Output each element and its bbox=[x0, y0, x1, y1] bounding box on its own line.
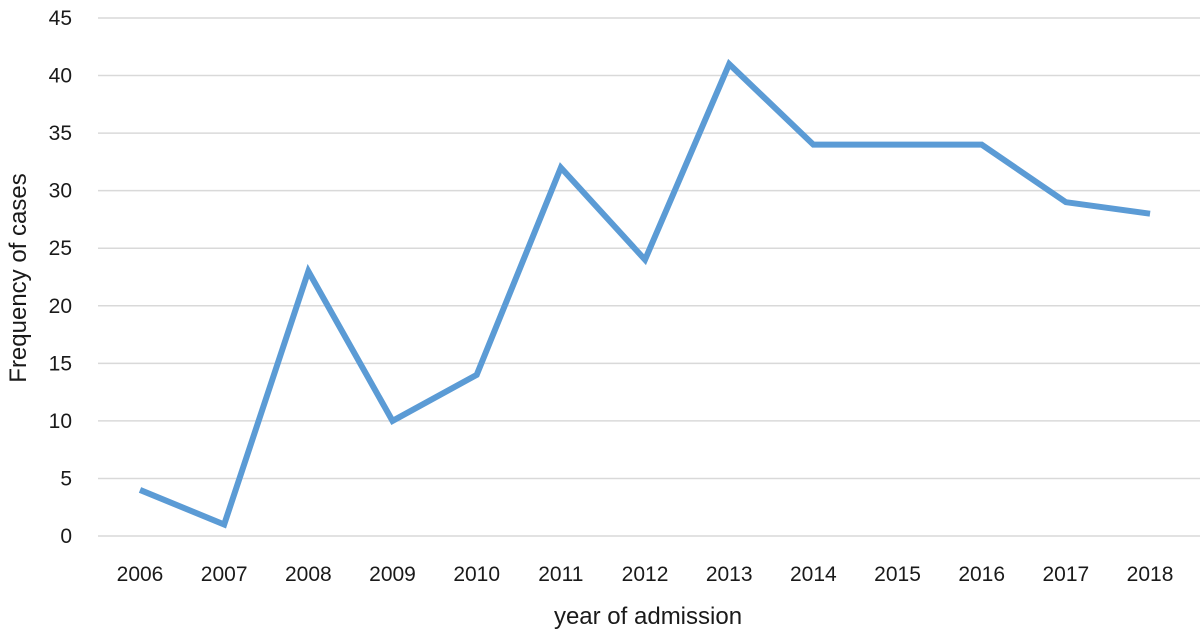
y-axis-title: Frequency of cases bbox=[5, 173, 32, 382]
series-group bbox=[138, 58, 1151, 529]
y-tick-label: 10 bbox=[49, 410, 72, 433]
x-tick-label: 2017 bbox=[1043, 563, 1090, 586]
y-tick-label: 5 bbox=[60, 467, 72, 490]
x-axis-ticks: 2006 2007 2008 2009 2010 2011 2012 2013 2014 2015… bbox=[117, 563, 1174, 586]
y-tick-label: 35 bbox=[49, 122, 72, 145]
x-tick-label: 2011 bbox=[538, 563, 583, 586]
x-tick-label: 2006 bbox=[117, 563, 164, 586]
x-tick-label: 2018 bbox=[1127, 563, 1174, 586]
y-tick-label: 20 bbox=[49, 295, 72, 318]
x-axis-title: year of admission bbox=[554, 603, 742, 630]
x-tick-label: 2013 bbox=[706, 563, 753, 586]
y-tick-label: 0 bbox=[60, 525, 72, 548]
y-tick-label: 25 bbox=[49, 237, 72, 260]
x-tick-label: 2012 bbox=[622, 563, 669, 586]
y-tick-label: 30 bbox=[49, 180, 72, 203]
x-tick-label: 2009 bbox=[369, 563, 416, 586]
x-tick-label: 2016 bbox=[958, 563, 1005, 586]
x-tick-label: 2008 bbox=[285, 563, 332, 586]
x-tick-label: 2014 bbox=[790, 563, 837, 586]
x-tick-label: 2007 bbox=[201, 563, 248, 586]
x-tick-label: 2015 bbox=[874, 563, 921, 586]
y-tick-label: 15 bbox=[49, 352, 72, 375]
x-tick-label: 2010 bbox=[453, 563, 500, 586]
y-tick-label: 45 bbox=[49, 7, 72, 30]
gridlines bbox=[98, 17, 1200, 537]
y-axis-ticks: 0 5 10 15 20 25 30 35 40 45 bbox=[49, 7, 72, 548]
y-tick-label: 40 bbox=[49, 65, 72, 88]
